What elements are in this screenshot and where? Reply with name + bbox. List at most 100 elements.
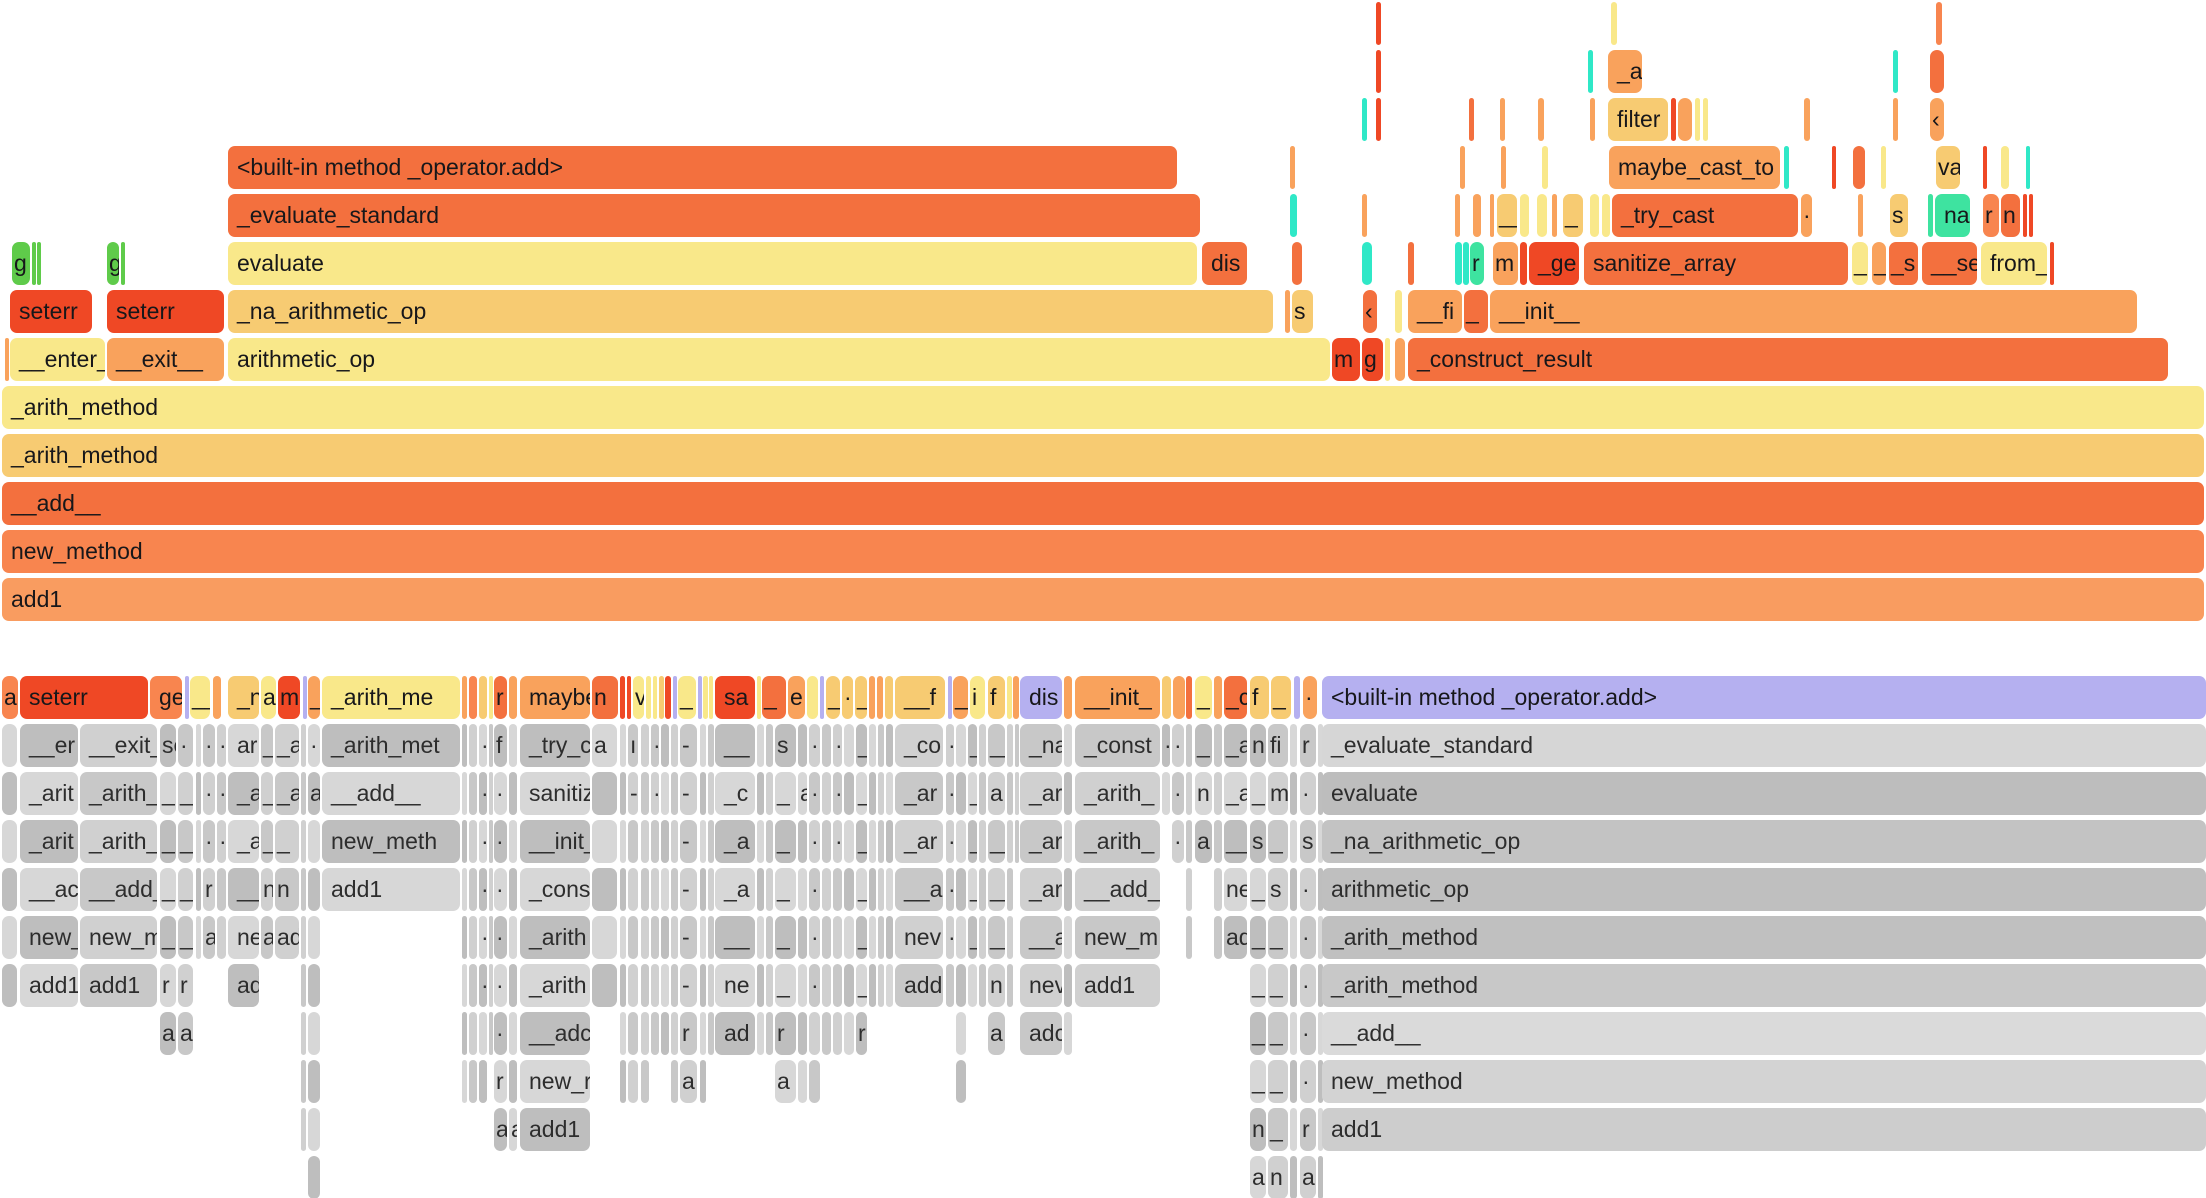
caller-frame[interactable] (2, 820, 17, 863)
caller-frame[interactable] (700, 1012, 706, 1055)
leaf-frame[interactable]: __ (190, 676, 210, 719)
caller-frame[interactable] (886, 772, 893, 815)
caller-frame[interactable]: s (1268, 868, 1288, 911)
caller-frame[interactable]: - (680, 964, 697, 1007)
caller-frame[interactable] (1064, 868, 1072, 911)
caller-frame[interactable] (878, 772, 884, 815)
caller-frame[interactable]: a (203, 916, 215, 959)
caller-frame[interactable]: _ (261, 772, 273, 815)
caller-frame[interactable]: ne (715, 964, 755, 1007)
caller-frame[interactable] (301, 916, 306, 959)
caller-frame[interactable]: a (308, 772, 320, 815)
caller-frame[interactable]: _ (1250, 1012, 1266, 1055)
caller-frame[interactable] (671, 1012, 678, 1055)
caller-frame[interactable] (489, 1012, 493, 1055)
caller-frame[interactable] (628, 964, 638, 1007)
caller-frame[interactable]: · (479, 964, 487, 1007)
flame-frame[interactable] (1520, 242, 1527, 285)
caller-frame[interactable] (308, 1156, 320, 1198)
leaf-frame[interactable] (1162, 676, 1171, 719)
caller-frame[interactable]: __ (1224, 820, 1247, 863)
caller-frame[interactable] (661, 772, 669, 815)
caller-frame[interactable]: m (1268, 772, 1288, 815)
caller-frame[interactable]: _c (715, 772, 755, 815)
caller-frame[interactable]: _ (178, 916, 193, 959)
caller-frame[interactable] (708, 868, 714, 911)
caller-frame[interactable] (2, 916, 17, 959)
caller-frame[interactable] (844, 916, 854, 959)
leaf-frame[interactable]: _ (308, 676, 320, 719)
caller-frame[interactable] (661, 724, 669, 767)
caller-frame[interactable]: _ (856, 916, 867, 959)
caller-frame[interactable] (469, 772, 477, 815)
caller-frame[interactable] (217, 916, 226, 959)
flame-frame[interactable] (1395, 290, 1402, 333)
leaf-frame[interactable]: _ (855, 676, 867, 719)
leaf-frame[interactable] (213, 676, 221, 719)
caller-frame[interactable] (979, 868, 986, 911)
caller-frame[interactable]: ad (275, 916, 299, 959)
caller-frame[interactable]: a (775, 1060, 796, 1103)
caller-frame[interactable]: · (203, 772, 215, 815)
caller-frame[interactable]: _ar (895, 772, 943, 815)
caller-frame[interactable] (489, 724, 493, 767)
caller-frame[interactable]: n (1250, 724, 1266, 767)
caller-frame[interactable] (766, 868, 773, 911)
caller-frame[interactable]: evaluate (1322, 772, 2206, 815)
flame-frame[interactable] (2029, 194, 2033, 237)
leaf-frame[interactable]: _ (953, 676, 968, 719)
caller-frame[interactable]: _a (715, 868, 755, 911)
caller-frame[interactable]: _na (1020, 724, 1062, 767)
caller-frame[interactable]: · (809, 724, 820, 767)
caller-frame[interactable] (878, 964, 884, 1007)
caller-frame[interactable]: __adc (520, 1012, 590, 1055)
caller-frame[interactable] (1318, 916, 1323, 959)
caller-frame[interactable]: a (494, 1108, 507, 1151)
caller-frame[interactable]: r (203, 868, 215, 911)
caller-frame[interactable]: add1 (520, 1108, 590, 1151)
flame-frame[interactable] (1408, 242, 1414, 285)
caller-frame[interactable]: · (203, 724, 215, 767)
flame-frame[interactable] (5, 338, 9, 381)
leaf-frame[interactable]: n (592, 676, 618, 719)
caller-frame[interactable] (869, 772, 876, 815)
caller-frame[interactable] (766, 724, 773, 767)
caller-frame[interactable] (878, 820, 884, 863)
caller-frame[interactable] (628, 820, 638, 863)
caller-frame[interactable]: · (809, 868, 820, 911)
caller-frame[interactable] (1007, 820, 1013, 863)
caller-frame[interactable]: __ (988, 724, 1005, 767)
leaf-frame[interactable] (479, 676, 487, 719)
caller-frame[interactable]: r (494, 1060, 507, 1103)
caller-frame[interactable]: _evaluate_standard (1322, 724, 2206, 767)
caller-frame[interactable]: - (680, 772, 697, 815)
caller-frame[interactable] (700, 772, 706, 815)
caller-frame[interactable]: a (509, 1108, 517, 1151)
caller-frame[interactable] (308, 1060, 320, 1103)
caller-frame[interactable] (462, 1012, 467, 1055)
caller-frame[interactable]: __a (1020, 916, 1062, 959)
caller-frame[interactable] (671, 820, 678, 863)
caller-frame[interactable]: a (1250, 1156, 1266, 1198)
caller-frame[interactable] (766, 772, 773, 815)
flame-frame[interactable] (1542, 146, 1548, 189)
flame-frame[interactable] (1290, 146, 1295, 189)
caller-frame[interactable] (620, 1012, 626, 1055)
caller-frame[interactable] (1290, 868, 1297, 911)
caller-frame[interactable] (1290, 724, 1297, 767)
caller-frame[interactable]: _ (1250, 964, 1266, 1007)
caller-frame[interactable] (641, 724, 649, 767)
caller-frame[interactable]: new_m (1075, 916, 1160, 959)
flame-frame[interactable] (1858, 194, 1863, 237)
caller-frame[interactable]: __er (20, 724, 78, 767)
caller-frame[interactable]: n (1250, 1108, 1266, 1151)
leaf-frame[interactable]: a (261, 676, 276, 719)
caller-frame[interactable] (462, 724, 467, 767)
caller-frame[interactable] (956, 964, 966, 1007)
flame-frame[interactable] (1893, 98, 1898, 141)
caller-frame[interactable]: _ (1250, 916, 1266, 959)
caller-frame[interactable] (196, 868, 201, 911)
caller-frame[interactable]: _ (968, 868, 977, 911)
caller-frame[interactable]: _arith (520, 964, 590, 1007)
caller-frame[interactable] (217, 868, 226, 911)
